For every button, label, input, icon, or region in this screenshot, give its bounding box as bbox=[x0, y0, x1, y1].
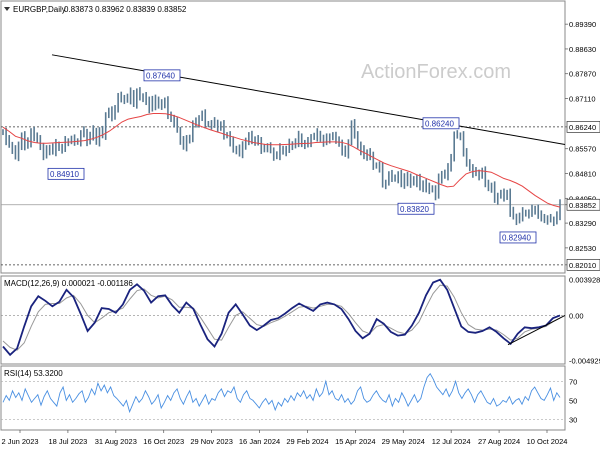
rsi-tick-label: 50 bbox=[569, 396, 577, 405]
price-tick-label: 0.88630 bbox=[569, 45, 596, 54]
price-tick-label: 0.86240 bbox=[569, 123, 596, 132]
x-tick-label: 18 Jul 2023 bbox=[49, 437, 88, 446]
price-bars bbox=[2, 87, 561, 227]
annotation-label: 0.82940 bbox=[502, 233, 531, 242]
price-tick: 0.86240 bbox=[565, 121, 600, 133]
price-tick-label: 0.84810 bbox=[569, 170, 596, 179]
price-tick: 0.84050 bbox=[565, 194, 596, 203]
price-tick: 0.87870 bbox=[565, 70, 596, 79]
price-tick-box bbox=[566, 198, 600, 211]
annotation-label: 0.84910 bbox=[50, 170, 79, 179]
annotation-3: 0.83820 bbox=[397, 202, 435, 215]
price-tick-box bbox=[566, 258, 600, 271]
annotation-1: 0.84910 bbox=[47, 167, 85, 180]
price-tick: 0.87110 bbox=[565, 95, 596, 104]
macd-tick-label: 0.003928 bbox=[569, 275, 600, 284]
rsi-tick-label: 30 bbox=[569, 415, 577, 424]
symbol-label: EURGBP,Daily bbox=[13, 5, 66, 14]
price-tick-label: 0.83290 bbox=[569, 219, 596, 228]
price-tick-label: 0.82010 bbox=[569, 261, 596, 270]
macd-trendline bbox=[507, 314, 566, 346]
x-tick-label: 16 Jan 2024 bbox=[239, 437, 280, 446]
moving-average bbox=[2, 113, 561, 208]
annotation-box bbox=[397, 202, 435, 215]
rsi-title: RSI(14) 53.3200 bbox=[4, 369, 63, 378]
price-axis: 0.89390 0.88630 0.87870 0.87110 0.86240 0.855… bbox=[565, 20, 600, 271]
horizontal-levels bbox=[1, 126, 565, 266]
price-panel bbox=[0, 0, 566, 274]
annotation-box bbox=[47, 167, 85, 180]
annotation-label: 0.87640 bbox=[146, 71, 175, 80]
price-tick-label: 0.87110 bbox=[569, 95, 596, 104]
price-tick: 0.85570 bbox=[565, 145, 596, 154]
trendline bbox=[51, 54, 566, 145]
ma-polyline bbox=[2, 113, 561, 208]
macd-axis: 0.003928 0.00 -0.004929 bbox=[569, 275, 600, 365]
x-tick-label: 29 Nov 2023 bbox=[190, 437, 233, 446]
price-tick-label: 0.84050 bbox=[569, 194, 596, 203]
macd-panel bbox=[0, 275, 566, 365]
price-tick-label: 0.82530 bbox=[569, 244, 596, 253]
price-annotations: 0.87640 0.84910 0.86240 0.83820 0.82940 bbox=[47, 69, 537, 244]
x-tick-label: 29 Feb 2024 bbox=[286, 437, 328, 446]
annotation-box bbox=[143, 69, 181, 82]
price-tick: 0.88630 bbox=[565, 45, 596, 54]
annotation-2: 0.86240 bbox=[422, 117, 460, 130]
price-tick-label: 0.85570 bbox=[569, 145, 596, 154]
annotation-label: 0.83820 bbox=[400, 205, 429, 214]
x-tick-label: 29 May 2024 bbox=[382, 437, 425, 446]
watermark: ActionForex.com bbox=[361, 61, 511, 83]
price-panel-title: EURGBP,Daily 0.83873 0.83962 0.83839 0.8… bbox=[4, 5, 187, 14]
x-axis: 2 Jun 2023 18 Jul 2023 31 Aug 2023 16 Oct 2… bbox=[1, 430, 567, 446]
x-tick-label: 27 Aug 2024 bbox=[478, 437, 520, 446]
price-tick: 0.82010 bbox=[565, 258, 600, 271]
dropdown-arrow-icon bbox=[4, 7, 10, 11]
price-tick-label: 0.87870 bbox=[569, 70, 596, 79]
price-tick: 0.82530 bbox=[565, 244, 596, 253]
rsi-axis: 70 50 30 bbox=[569, 377, 577, 424]
rsi-panel bbox=[0, 365, 566, 431]
price-tick-box bbox=[566, 121, 600, 133]
annotation-0: 0.87640 bbox=[143, 69, 181, 82]
x-tick-label: 31 Aug 2023 bbox=[95, 437, 137, 446]
x-tick-label: 16 Oct 2023 bbox=[143, 437, 184, 446]
rsi-polyline bbox=[2, 372, 561, 414]
x-tick-label: 12 Jul 2024 bbox=[432, 437, 471, 446]
macd-lines bbox=[2, 278, 561, 357]
price-tick: 0.89390 bbox=[565, 20, 596, 29]
macd-title: MACD(12,26,9) 0.000021 -0.001186 bbox=[4, 279, 133, 288]
annotation-label: 0.86240 bbox=[425, 119, 454, 128]
macd-tick-label: 0.00 bbox=[569, 311, 584, 320]
annotation-box bbox=[422, 117, 460, 130]
ohlc-values: 0.83873 0.83962 0.83839 0.83852 bbox=[64, 5, 187, 14]
macd-tick-label: -0.004929 bbox=[569, 357, 600, 366]
price-tick-label: 0.89390 bbox=[569, 20, 596, 29]
rsi-tick-label: 70 bbox=[569, 377, 577, 386]
price-tick: 0.83290 bbox=[565, 219, 596, 228]
x-tick-label: 10 Oct 2024 bbox=[527, 437, 568, 446]
x-tick-label: 2 Jun 2023 bbox=[1, 437, 38, 446]
rsi-line bbox=[2, 372, 561, 414]
price-tick: 0.83852 bbox=[565, 198, 600, 211]
price-tick: 0.84810 bbox=[565, 170, 596, 179]
annotation-4: 0.82940 bbox=[499, 231, 537, 244]
macd-line bbox=[2, 278, 561, 357]
x-tick-label: 15 Apr 2024 bbox=[335, 437, 375, 446]
annotation-box bbox=[499, 231, 537, 244]
price-tick-label: 0.83852 bbox=[569, 201, 596, 210]
